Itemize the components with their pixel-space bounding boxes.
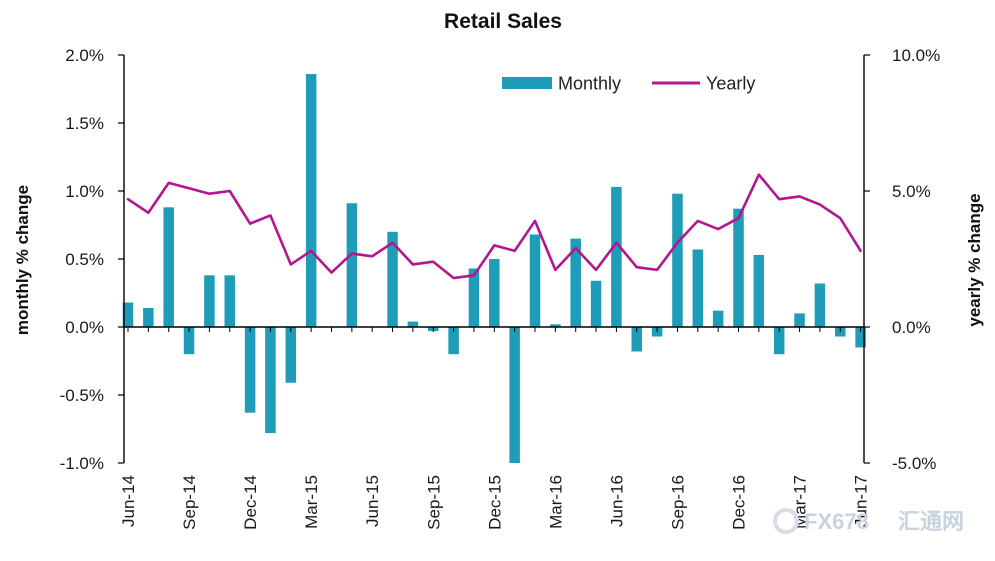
x-tick-label: Dec-15 [485, 475, 504, 530]
legend-monthly-swatch [502, 77, 552, 89]
x-tick-label: Sep-15 [424, 475, 443, 530]
left-tick-label: 1.0% [65, 182, 104, 201]
axes: 2.0% 1.5% 1.0% 0.5% 0.0% -0.5% -1.0% 10.0% 5.0% 0… [60, 46, 941, 530]
monthly-bar [529, 234, 541, 327]
x-tick-label: Dec-14 [241, 475, 260, 530]
monthly-bar [122, 302, 134, 327]
x-tick-label: Jun-15 [363, 475, 382, 527]
right-axis-title: yearly % change [965, 193, 984, 326]
monthly-bar [387, 231, 398, 327]
legend: Monthly Yearly [502, 74, 755, 94]
monthly-bar [855, 327, 866, 348]
monthly-bar [244, 327, 256, 413]
monthly-bar [346, 203, 358, 327]
monthly-bar [468, 268, 480, 327]
monthly-bar [570, 238, 581, 327]
monthly-bar [550, 324, 561, 327]
left-tick-label: 0.0% [65, 318, 104, 337]
monthly-bar [509, 327, 520, 463]
monthly-bar [712, 310, 724, 327]
right-tick-label: 5.0% [892, 182, 931, 201]
left-tick-label: 1.5% [65, 114, 104, 133]
yearly-line [126, 173, 862, 280]
left-tick-label: -0.5% [60, 386, 104, 405]
monthly-bar [814, 283, 826, 327]
x-tick-label: Jun-17 [852, 475, 871, 527]
monthly-bar [204, 275, 215, 327]
x-tick-label: Jun-14 [119, 475, 138, 527]
monthly-bar [692, 249, 704, 327]
left-axis-title: monthly % change [13, 185, 32, 335]
monthly-bar [407, 321, 419, 327]
right-tick-label: -5.0% [892, 454, 936, 473]
monthly-bar [285, 327, 297, 383]
left-tick-label: 2.0% [65, 46, 104, 65]
right-tick-label: 0.0% [892, 318, 931, 337]
legend-monthly-label: Monthly [558, 74, 621, 94]
x-tick-label: Dec-16 [730, 475, 749, 530]
yearly-series-line [126, 173, 862, 280]
watermark-logo-icon [773, 508, 799, 534]
monthly-bars [122, 74, 866, 463]
monthly-bar [672, 193, 683, 327]
monthly-bar [631, 327, 642, 352]
monthly-bar [183, 327, 195, 355]
monthly-bar [733, 208, 744, 327]
left-tick-label: -1.0% [60, 454, 104, 473]
x-tick-label: Mar-15 [302, 475, 321, 529]
x-tick-label: Mar-16 [546, 475, 565, 529]
monthly-bar [224, 275, 235, 327]
watermark: FX678 汇通网 [773, 508, 964, 534]
x-tick-label: Sep-14 [180, 475, 199, 530]
monthly-bar [753, 254, 765, 327]
monthly-bar [773, 327, 785, 355]
watermark-text: FX678 [804, 509, 869, 534]
monthly-bar [489, 259, 500, 327]
chart-title: Retail Sales [444, 10, 562, 33]
watermark-text-cn: 汇通网 [898, 509, 964, 534]
monthly-bar [143, 307, 154, 327]
monthly-bar [794, 313, 805, 327]
x-tick-label: Sep-16 [668, 475, 687, 530]
legend-yearly-label: Yearly [706, 74, 755, 94]
monthly-bar [611, 186, 622, 327]
monthly-bar [305, 74, 317, 327]
left-tick-label: 0.5% [65, 250, 104, 269]
monthly-bar [265, 327, 276, 434]
x-tick-label: Jun-16 [607, 475, 626, 527]
monthly-bar [448, 327, 459, 355]
monthly-bar [163, 207, 174, 327]
monthly-bar [590, 280, 602, 327]
right-tick-label: 10.0% [892, 46, 940, 65]
